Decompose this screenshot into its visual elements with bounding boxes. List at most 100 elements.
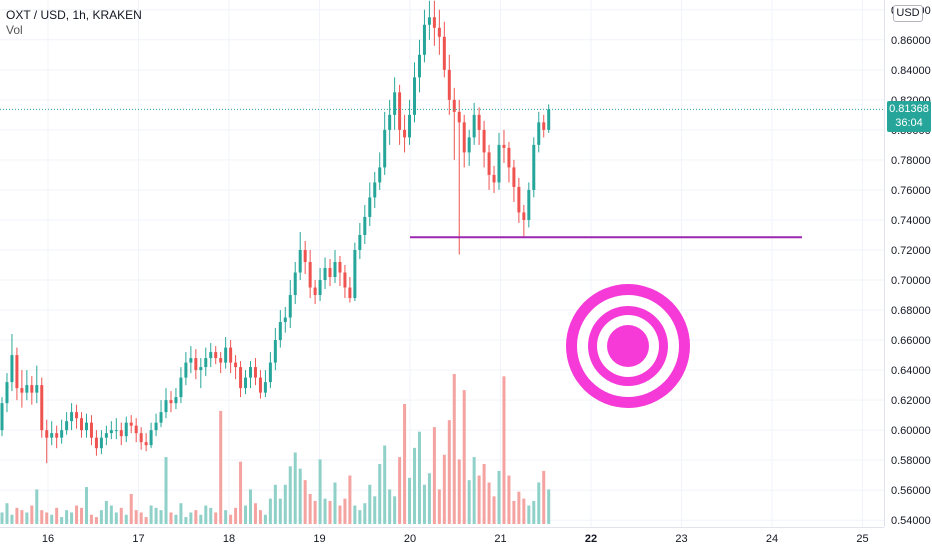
volume-bar — [10, 514, 14, 524]
volume-bar — [194, 510, 198, 524]
currency-badge[interactable]: USD — [893, 5, 923, 22]
candle — [383, 111, 387, 175]
candle-body — [164, 400, 168, 413]
candle — [462, 114, 466, 168]
volume-bar — [229, 514, 233, 524]
candle — [214, 346, 218, 365]
volume-bar — [368, 484, 372, 524]
y-tick-label: 0.72000 — [891, 245, 931, 257]
volume-bar — [283, 484, 287, 524]
volume-bar — [338, 505, 342, 524]
candle-body — [60, 430, 64, 438]
candle-body — [393, 92, 397, 115]
price-axis[interactable]: 0.880000.860000.840000.820000.800000.780… — [891, 5, 931, 527]
candle — [104, 425, 108, 446]
candle — [15, 347, 19, 401]
y-tick-label: 0.62000 — [891, 395, 931, 407]
volume-bar — [512, 500, 516, 524]
volume-bar — [189, 512, 193, 524]
x-tick-label: 17 — [132, 533, 144, 545]
candle-body — [94, 437, 98, 449]
volume-bar — [50, 514, 54, 524]
volume-bar — [99, 510, 103, 524]
candle — [55, 425, 59, 449]
candle-body — [542, 122, 546, 130]
candle-body — [50, 433, 54, 438]
candle — [477, 107, 481, 145]
candle — [124, 416, 128, 443]
volume-bar — [378, 464, 382, 524]
volume-bar — [318, 459, 322, 524]
volume-bar — [89, 514, 93, 524]
candle — [5, 373, 9, 413]
volume-bar — [522, 498, 526, 524]
candle-body — [547, 109, 551, 130]
candle-body — [447, 69, 451, 100]
volume-bar — [268, 498, 272, 524]
candle — [0, 397, 4, 437]
candle-body — [388, 114, 392, 130]
candle — [517, 177, 521, 223]
volume-bar — [214, 512, 218, 524]
volume-bar — [308, 494, 312, 524]
volume-bar — [383, 445, 387, 524]
candle — [442, 21, 446, 78]
candle-body — [537, 122, 541, 145]
candle-body — [249, 367, 252, 378]
x-tick-label: 24 — [766, 533, 778, 545]
volume-bar — [313, 500, 317, 524]
volume-bar — [417, 431, 421, 524]
candle — [65, 412, 69, 435]
candle — [388, 99, 392, 145]
candle-body — [5, 382, 9, 404]
volume-bar — [109, 505, 113, 524]
candle-body — [149, 430, 153, 446]
candle-body — [15, 355, 19, 389]
candle-body — [55, 433, 59, 438]
candles — [0, 0, 551, 464]
volume-bar — [80, 507, 84, 524]
candle-body — [278, 322, 282, 341]
candle-body — [119, 430, 123, 437]
plot-area — [0, 0, 884, 527]
candle — [60, 419, 64, 444]
candle — [129, 415, 133, 434]
volume-bar — [144, 517, 148, 524]
candle-body — [84, 422, 88, 431]
volume-bar — [447, 420, 451, 524]
candle — [487, 144, 491, 190]
volume-bar — [517, 491, 521, 524]
candle-body — [25, 385, 29, 393]
candle — [273, 328, 277, 371]
volume-bar — [467, 480, 471, 524]
candle — [427, 0, 431, 40]
candle — [532, 137, 536, 198]
candle — [249, 361, 252, 389]
volume-bar — [234, 507, 238, 524]
volume-bar — [45, 512, 49, 524]
last-price-value: 0.81368 — [889, 103, 929, 115]
candle-body — [378, 167, 382, 183]
y-tick-label: 0.68000 — [891, 305, 931, 317]
volume-bar — [328, 500, 332, 524]
candle — [323, 257, 327, 290]
volume-bar — [507, 475, 511, 524]
candle — [268, 352, 272, 389]
candle-body — [35, 385, 39, 393]
candle-body — [114, 430, 118, 432]
volume-bar — [323, 498, 327, 524]
y-tick-label: 0.54000 — [891, 515, 931, 527]
candle-body — [373, 182, 377, 198]
candle — [447, 54, 451, 115]
candle — [328, 258, 332, 287]
candle-body — [189, 358, 193, 363]
candle — [353, 242, 357, 302]
target-icon[interactable] — [566, 284, 690, 408]
time-axis[interactable]: 16 17 18 19 20 21 22 23 24 25 — [42, 533, 869, 545]
candle-body — [502, 144, 506, 148]
volume-bar — [149, 505, 153, 524]
candle — [343, 265, 347, 299]
candle-body — [204, 358, 208, 368]
volume-bar — [542, 470, 546, 524]
